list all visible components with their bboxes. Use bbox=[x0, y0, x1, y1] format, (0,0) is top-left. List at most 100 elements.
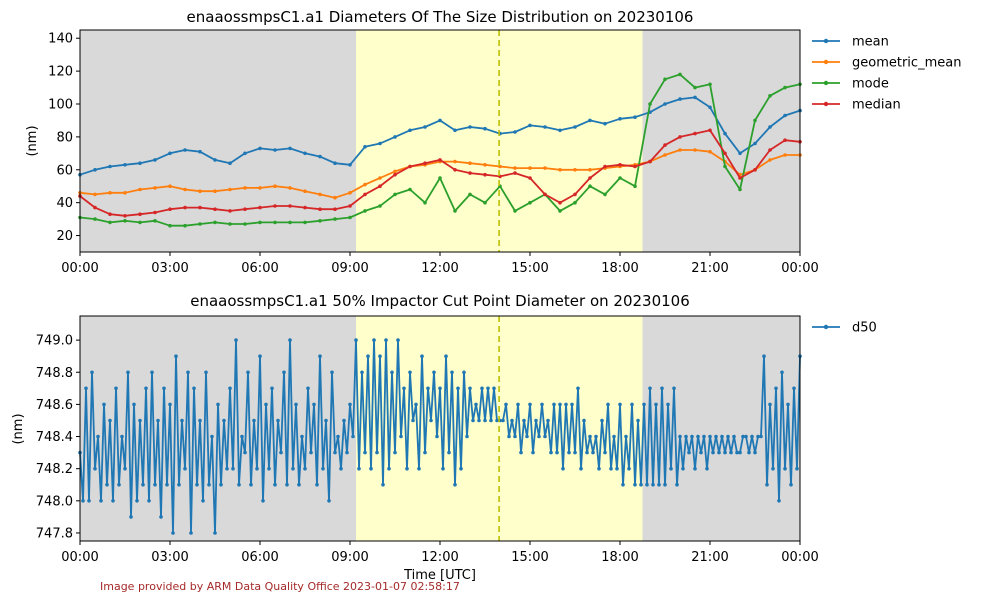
data-point-d50-71 bbox=[291, 466, 295, 471]
data-point-d50-60 bbox=[258, 354, 262, 359]
data-point-mode-19 bbox=[363, 209, 367, 213]
data-point-mean-11 bbox=[243, 151, 247, 156]
data-point-d50-190 bbox=[648, 386, 652, 391]
data-point-geometric_mean-11 bbox=[243, 186, 247, 190]
data-point-d50-163 bbox=[567, 450, 571, 455]
data-point-d50-198 bbox=[672, 386, 676, 391]
data-point-d50-234 bbox=[780, 370, 784, 375]
data-point-d50-200 bbox=[678, 434, 682, 439]
data-point-d50-70 bbox=[288, 338, 292, 342]
data-point-d50-113 bbox=[417, 466, 421, 471]
data-point-mean-40 bbox=[678, 97, 682, 101]
data-point-d50-221 bbox=[741, 434, 745, 439]
data-point-d50-202 bbox=[684, 434, 688, 439]
y-tick-label-1: 40 bbox=[56, 196, 73, 211]
data-point-d50-154 bbox=[540, 402, 544, 407]
data-point-d50-74 bbox=[300, 434, 304, 439]
data-point-d50-138 bbox=[492, 386, 496, 391]
data-point-d50-82 bbox=[324, 418, 328, 423]
data-point-d50-116 bbox=[426, 386, 430, 391]
data-point-d50-224 bbox=[750, 434, 754, 439]
data-point-d50-4 bbox=[90, 370, 94, 375]
data-point-d50-147 bbox=[519, 450, 523, 455]
data-point-d50-145 bbox=[513, 434, 517, 439]
data-point-d50-115 bbox=[423, 450, 427, 455]
data-point-d50-146 bbox=[516, 402, 520, 407]
data-point-d50-48 bbox=[222, 418, 226, 423]
data-point-d50-184 bbox=[630, 402, 634, 407]
data-point-d50-191 bbox=[651, 482, 655, 487]
data-point-geometric_mean-18 bbox=[348, 191, 352, 195]
data-point-d50-222 bbox=[744, 434, 748, 439]
data-point-median-27 bbox=[483, 172, 487, 177]
x-tick-label-3: 09:00 bbox=[331, 550, 368, 565]
data-point-d50-205 bbox=[693, 466, 697, 471]
data-point-d50-110 bbox=[408, 370, 412, 375]
x-tick-label-8: 00:00 bbox=[781, 261, 818, 276]
data-point-mode-47 bbox=[783, 85, 787, 90]
data-point-mean-19 bbox=[363, 145, 367, 149]
data-point-d50-132 bbox=[474, 402, 478, 407]
data-point-d50-10 bbox=[108, 418, 112, 423]
data-point-d50-21 bbox=[141, 482, 145, 487]
data-point-d50-3 bbox=[87, 499, 91, 503]
data-point-d50-86 bbox=[336, 434, 340, 439]
data-point-mode-33 bbox=[573, 200, 577, 205]
data-point-median-33 bbox=[573, 192, 577, 197]
data-point-mode-22 bbox=[408, 187, 412, 192]
data-point-mode-20 bbox=[378, 204, 382, 208]
data-point-d50-136 bbox=[486, 386, 490, 391]
data-point-d50-155 bbox=[543, 434, 547, 439]
data-point-mode-26 bbox=[468, 192, 472, 197]
data-point-mean-45 bbox=[753, 141, 757, 146]
data-point-d50-107 bbox=[399, 434, 403, 439]
data-point-geometric_mean-7 bbox=[183, 187, 187, 192]
data-point-mean-20 bbox=[378, 141, 382, 146]
data-point-mode-10 bbox=[228, 222, 232, 226]
data-point-mean-41 bbox=[693, 95, 697, 100]
data-point-median-9 bbox=[213, 207, 217, 211]
data-point-geometric_mean-33 bbox=[573, 168, 577, 172]
data-point-geometric_mean-46 bbox=[768, 158, 772, 162]
data-point-median-4 bbox=[138, 212, 142, 216]
data-point-d50-218 bbox=[732, 434, 736, 439]
data-point-median-10 bbox=[228, 209, 232, 213]
data-point-d50-95 bbox=[363, 450, 367, 455]
x-tick-label-0: 00:00 bbox=[61, 550, 98, 565]
data-point-mode-44 bbox=[738, 187, 742, 192]
data-point-mean-35 bbox=[603, 121, 607, 126]
data-point-d50-24 bbox=[150, 370, 154, 375]
data-point-mode-17 bbox=[333, 217, 337, 221]
data-point-mean-14 bbox=[288, 146, 292, 151]
data-point-d50-41 bbox=[201, 499, 205, 503]
y-tick-label-1: 748.0 bbox=[36, 494, 73, 509]
data-point-d50-53 bbox=[237, 482, 241, 487]
data-point-d50-124 bbox=[450, 370, 454, 375]
data-point-mean-43 bbox=[723, 131, 727, 136]
data-point-d50-159 bbox=[555, 450, 559, 455]
data-point-median-41 bbox=[693, 131, 697, 136]
data-point-d50-64 bbox=[270, 386, 274, 391]
data-point-mean-24 bbox=[438, 118, 442, 123]
data-point-d50-226 bbox=[756, 434, 760, 439]
data-point-median-30 bbox=[528, 176, 532, 180]
data-point-mode-27 bbox=[483, 200, 487, 205]
data-point-d50-167 bbox=[579, 466, 583, 471]
data-point-d50-111 bbox=[411, 418, 415, 423]
data-point-mode-24 bbox=[438, 176, 442, 180]
legend-label-median: median bbox=[852, 98, 901, 113]
data-point-d50-176 bbox=[606, 402, 610, 407]
data-point-d50-87 bbox=[339, 466, 343, 471]
data-point-d50-96 bbox=[366, 354, 370, 359]
data-point-geometric_mean-17 bbox=[333, 195, 337, 200]
data-point-d50-83 bbox=[327, 499, 331, 503]
data-point-d50-58 bbox=[252, 418, 256, 423]
data-point-d50-215 bbox=[723, 450, 727, 455]
data-point-d50-66 bbox=[276, 418, 280, 423]
x-tick-label-6: 18:00 bbox=[601, 261, 638, 276]
data-point-d50-225 bbox=[753, 450, 757, 455]
data-point-geometric_mean-9 bbox=[213, 189, 217, 193]
background-region-0 bbox=[80, 30, 356, 252]
legend-label-d50: d50 bbox=[852, 321, 877, 336]
